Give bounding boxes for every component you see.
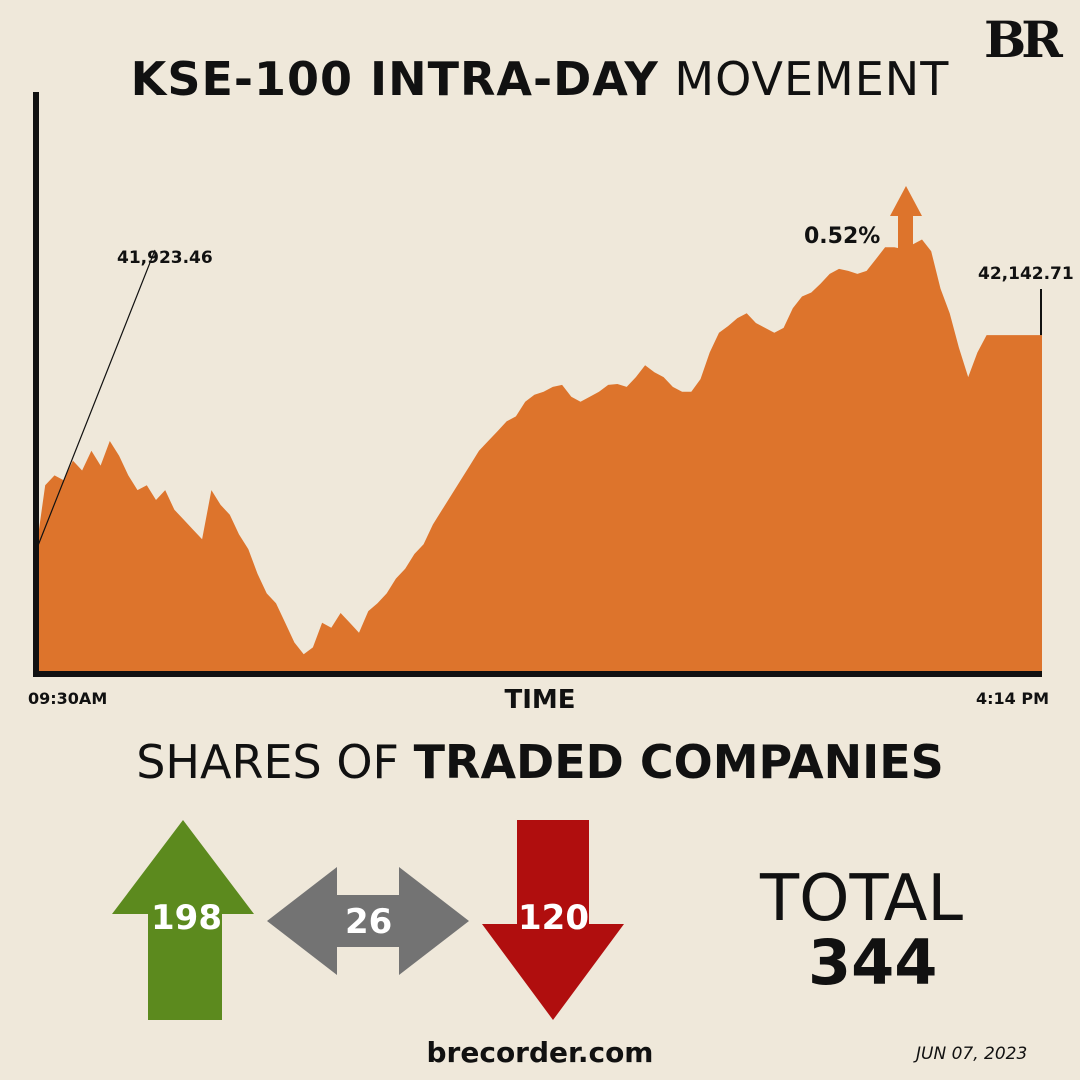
advancers-up-arrow-icon bbox=[112, 820, 254, 1020]
breadth-title-light: SHARES OF bbox=[136, 735, 400, 789]
total-value: 344 bbox=[808, 926, 938, 999]
breadth-title: SHARES OF TRADED COMPANIES bbox=[0, 735, 1080, 789]
chart-title-light: MOVEMENT bbox=[674, 52, 950, 106]
report-date: JUN 07, 2023 bbox=[916, 1044, 1028, 1064]
close-value-label: 42,142.71 bbox=[978, 264, 1074, 284]
x-axis-end-label: 4:14 PM bbox=[976, 689, 1050, 708]
chart-title: KSE-100 INTRA-DAY MOVEMENT bbox=[0, 52, 1080, 106]
intraday-area-chart bbox=[33, 92, 1042, 677]
total-label: TOTAL bbox=[760, 862, 964, 936]
chart-title-bold: KSE-100 INTRA-DAY bbox=[130, 52, 659, 106]
open-value-label: 41,923.46 bbox=[117, 248, 213, 268]
breadth-title-bold: TRADED COMPANIES bbox=[413, 735, 944, 789]
website-link[interactable]: brecorder.com bbox=[426, 1036, 654, 1069]
advancers-count: 198 bbox=[151, 898, 222, 938]
decliners-count: 120 bbox=[518, 898, 589, 938]
unchanged-count: 26 bbox=[345, 902, 393, 942]
change-percent: 0.52% bbox=[804, 224, 881, 249]
area-series bbox=[36, 239, 1042, 672]
open-value-leader-line bbox=[35, 249, 156, 551]
x-axis-title: TIME bbox=[504, 685, 576, 715]
brand-logo: BR bbox=[984, 10, 1063, 69]
decliners-down-arrow-icon bbox=[482, 820, 624, 1020]
x-axis-start-label: 09:30AM bbox=[28, 689, 108, 708]
change-up-arrow-icon bbox=[890, 186, 922, 254]
unchanged-double-arrow-icon bbox=[267, 867, 469, 975]
